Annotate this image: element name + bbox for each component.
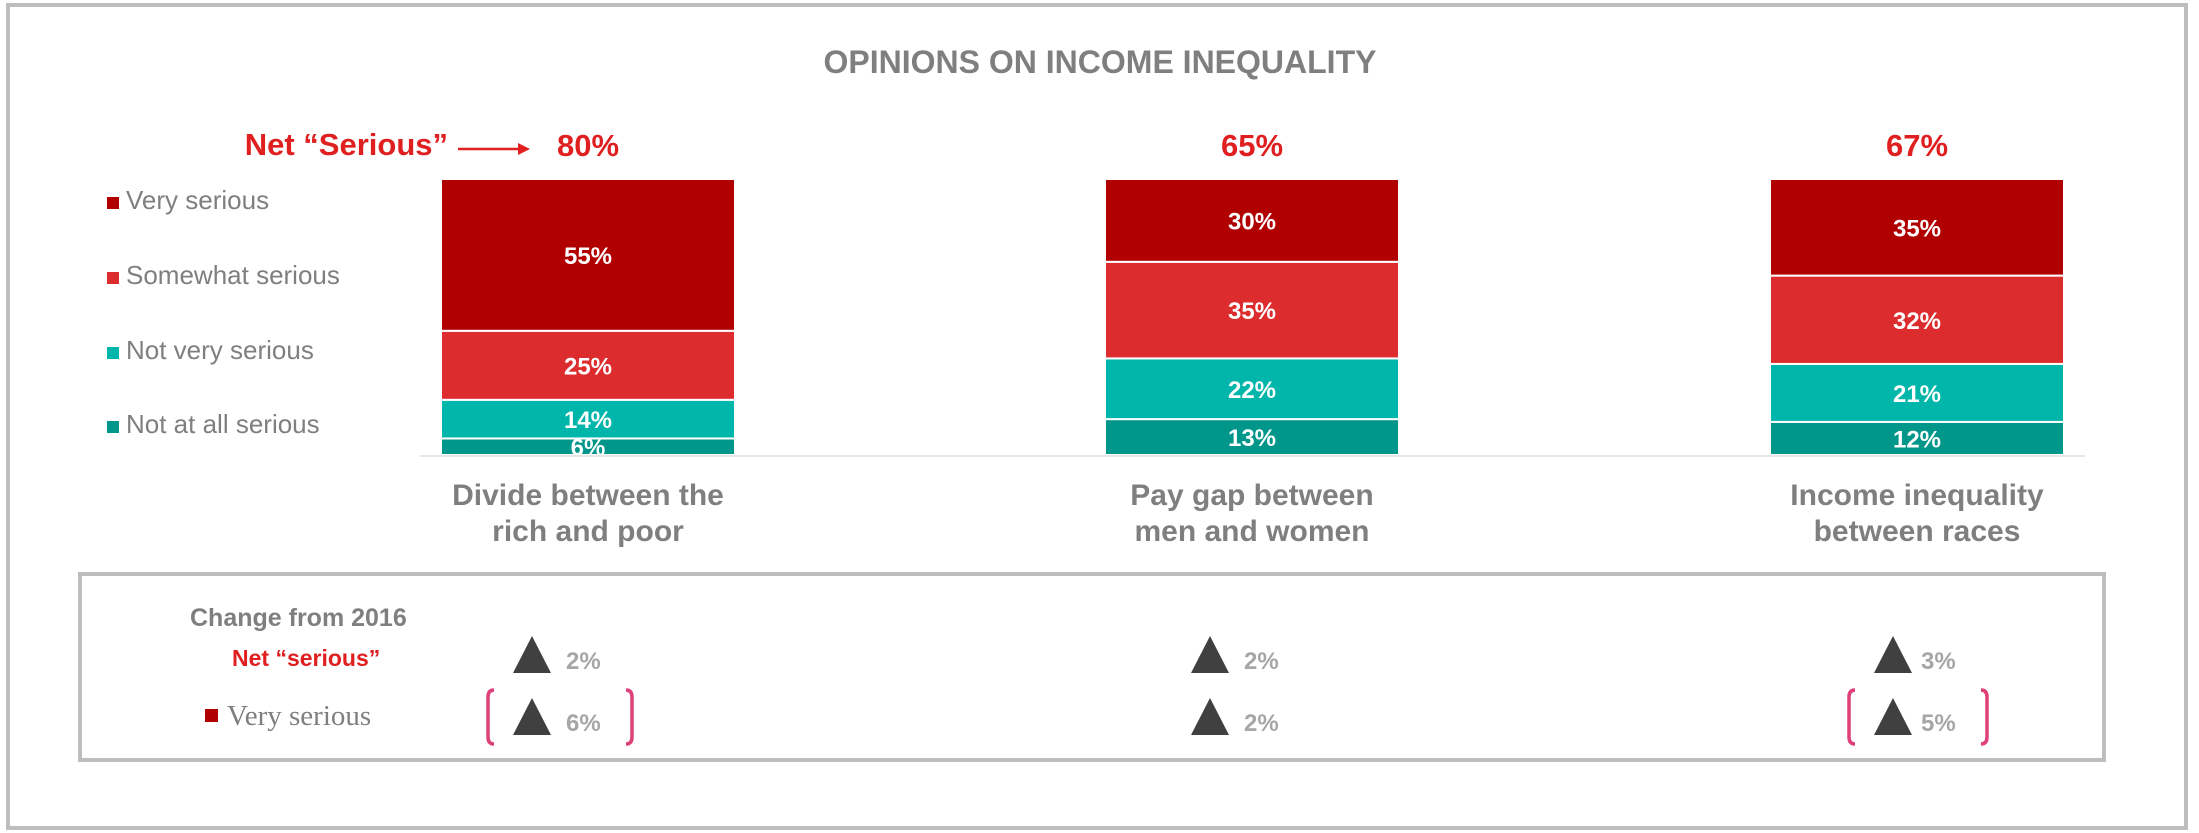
legend-marker-not-very-serious xyxy=(107,347,119,359)
change-value-very-3: 5% xyxy=(1921,710,1956,737)
bar-segment-somewhat-serious-2 xyxy=(1104,260,1400,360)
change-from-2016-panel xyxy=(78,572,2106,762)
change-value-very-2: 2% xyxy=(1244,710,1279,737)
change-net-label: Net “serious” xyxy=(232,645,380,671)
bar-segment-very-serious-1 xyxy=(440,178,736,332)
data-label-not-very-serious-3: 21% xyxy=(1893,381,1941,408)
bar-segment-somewhat-serious-3 xyxy=(1769,274,2065,365)
data-label-not-very-serious-1: 14% xyxy=(564,407,612,434)
change-very-label: Very serious xyxy=(227,700,371,732)
highlight-bracket-left-3 xyxy=(1847,688,1856,746)
net-serious-arrow-head xyxy=(518,143,530,155)
category-label-1-line-1: Divide between the xyxy=(452,479,724,512)
bar-segment-not-very-serious-3 xyxy=(1769,362,2065,423)
net-values-group: 80% 65% 67% xyxy=(557,128,1948,163)
change-value-very-1: 6% xyxy=(566,710,601,737)
change-up-icon-very-1 xyxy=(513,698,551,735)
change-heading: Change from 2016 xyxy=(190,604,407,632)
change-up-icon-net-3 xyxy=(1874,636,1912,673)
change-value-net-2: 2% xyxy=(1244,648,1279,675)
bar-segment-very-serious-2 xyxy=(1104,178,1400,263)
bars-group: 6%14%25%55%13%22%35%30%12%21%32%35% xyxy=(440,178,2065,462)
category-label-3-line-2: between races xyxy=(1814,515,2021,548)
data-label-very-serious-3: 35% xyxy=(1893,215,1941,242)
category-label-2-line-1: Pay gap between xyxy=(1130,479,1373,512)
bar-segment-not-at-all-serious-3 xyxy=(1769,420,2065,457)
change-up-icon-net-1 xyxy=(513,636,551,673)
legend-marker-somewhat-serious xyxy=(107,272,119,284)
legend-label-not-very-serious: Not very serious xyxy=(126,335,314,365)
change-up-icon-very-3 xyxy=(1874,698,1912,735)
highlight-bracket-right-1 xyxy=(625,688,634,746)
net-serious-value-1: 80% xyxy=(557,128,619,163)
bar-segment-somewhat-serious-1 xyxy=(440,329,736,401)
legend: Very serious Somewhat serious Not very ser… xyxy=(107,185,340,439)
change-value-net-1: 2% xyxy=(566,648,601,675)
change-up-icon-net-2 xyxy=(1191,636,1229,673)
data-label-somewhat-serious-2: 35% xyxy=(1228,298,1276,325)
chart-title: OPINIONS ON INCOME INEQUALITY xyxy=(824,44,1377,80)
legend-label-very-serious: Very serious xyxy=(126,185,269,215)
bar-segment-very-serious-3 xyxy=(1769,178,2065,277)
net-serious-value-2: 65% xyxy=(1221,128,1283,163)
highlight-bracket-left-1 xyxy=(486,688,495,746)
net-serious-label: Net “Serious” xyxy=(245,127,448,162)
net-serious-value-3: 67% xyxy=(1886,128,1948,163)
net-serious-annotation: Net “Serious” xyxy=(245,127,530,162)
data-label-not-very-serious-2: 22% xyxy=(1228,377,1276,404)
legend-marker-very-serious xyxy=(107,197,119,209)
data-label-somewhat-serious-1: 25% xyxy=(564,353,612,380)
change-values-group: 2% 2% 3% 6% 2% 5% xyxy=(486,636,1989,746)
bar-segment-not-at-all-serious-2 xyxy=(1104,418,1400,456)
bar-segment-not-very-serious-2 xyxy=(1104,357,1400,421)
highlight-bracket-right-3 xyxy=(1980,688,1989,746)
data-label-not-at-all-serious-3: 12% xyxy=(1893,426,1941,453)
legend-label-not-at-all-serious: Not at all serious xyxy=(126,409,320,439)
category-label-1-line-2: rich and poor xyxy=(492,515,684,548)
data-label-very-serious-2: 30% xyxy=(1228,208,1276,235)
slide-frame xyxy=(6,3,2188,830)
change-very-marker xyxy=(205,709,218,722)
legend-marker-not-at-all-serious xyxy=(107,421,119,433)
category-label-3-line-1: Income inequality xyxy=(1790,479,2044,512)
change-up-icon-very-2 xyxy=(1191,698,1229,735)
data-label-very-serious-1: 55% xyxy=(564,243,612,270)
change-row-labels: Change from 2016 Net “serious” Very seri… xyxy=(190,604,407,732)
category-label-2-line-2: men and women xyxy=(1134,515,1369,548)
data-label-somewhat-serious-3: 32% xyxy=(1893,308,1941,335)
change-value-net-3: 3% xyxy=(1921,648,1956,675)
data-label-not-at-all-serious-2: 13% xyxy=(1228,425,1276,452)
legend-label-somewhat-serious: Somewhat serious xyxy=(126,260,340,290)
